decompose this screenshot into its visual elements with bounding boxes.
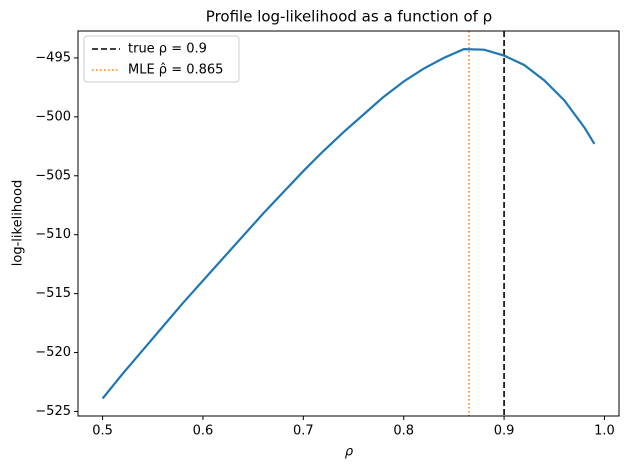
legend-box [83,35,240,83]
x-tick-label: 0.9 [494,424,515,439]
x-tick-label: 0.6 [193,424,214,439]
y-tick-label: −520 [35,345,71,360]
y-tick-label: −510 [35,227,71,242]
data-line [101,47,596,400]
x-axis-label: ρ [345,445,354,460]
x-tick-label: 1.0 [594,424,615,439]
y-tick-label: −505 [35,168,71,183]
y-axis-label: log-likelihood [11,180,26,266]
x-tick-label: 0.7 [293,424,314,439]
chart-title: Profile log-likelihood as a function of … [206,8,492,26]
legend-label: MLE ρ̂ = 0.865 [128,63,223,78]
y-tick-label: −525 [35,404,71,419]
plot-frame [77,30,620,417]
x-tick-label: 0.5 [92,424,113,439]
y-tick-label: −515 [35,286,71,301]
legend-label: true ρ = 0.9 [128,42,207,57]
y-tick-label: −500 [35,109,71,124]
y-tick-label: −495 [35,50,71,65]
x-tick-label: 0.8 [393,424,414,439]
